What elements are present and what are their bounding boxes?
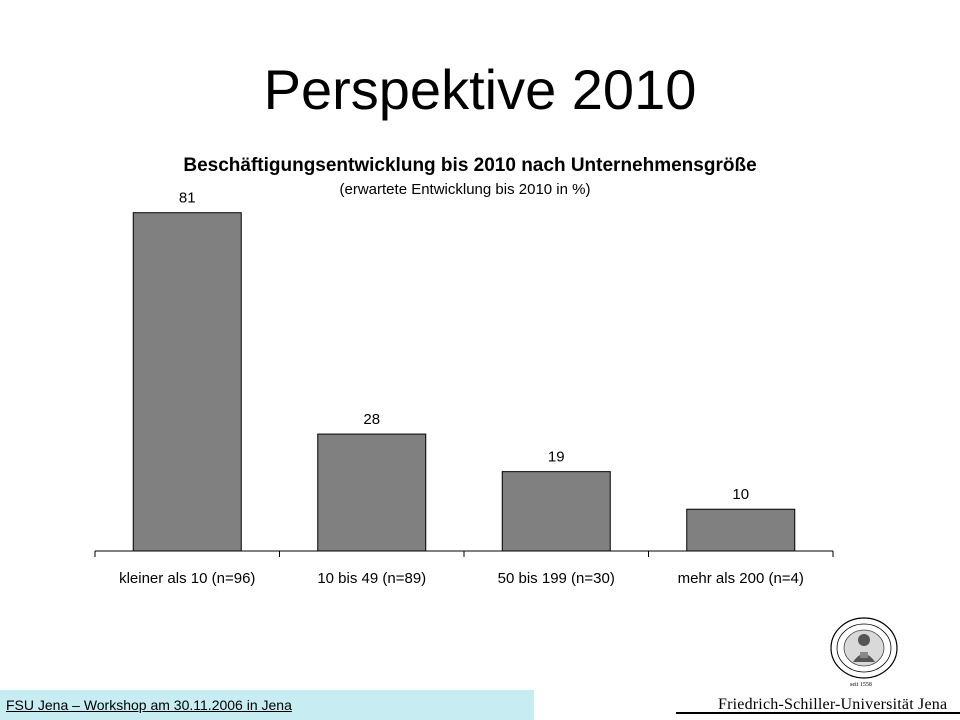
- data-label: 28: [363, 411, 380, 428]
- slide-title: Perspektive 2010: [263, 58, 697, 121]
- bar-chart: Beschäftigungsentwicklung bis 2010 nach …: [94, 155, 834, 587]
- bar: [317, 433, 427, 552]
- footer-link[interactable]: FSU Jena – Workshop am 30.11.2006 in Jen…: [6, 697, 292, 713]
- category-label: mehr als 200 (n=4): [678, 570, 804, 587]
- data-label: 19: [548, 449, 565, 466]
- bar: [132, 212, 242, 552]
- data-label: 81: [179, 190, 196, 207]
- bar: [686, 508, 796, 552]
- footer-rule: [676, 712, 960, 714]
- category-label: 50 bis 199 (n=30): [498, 570, 615, 587]
- chart-subtitle: (erwartete Entwicklung bis 2010 in %): [340, 181, 591, 198]
- university-name: Friedrich-Schiller-Universität Jena: [718, 696, 948, 713]
- bar: [501, 471, 611, 552]
- category-label: kleiner als 10 (n=96): [119, 570, 255, 587]
- chart-title: Beschäftigungsentwicklung bis 2010 nach …: [183, 155, 756, 176]
- footer-bar: FSU Jena – Workshop am 30.11.2006 in Jen…: [0, 690, 534, 720]
- seal-caption: seit 1558: [850, 682, 872, 688]
- university-seal-icon: [830, 617, 898, 679]
- category-label: 10 bis 49 (n=89): [317, 570, 426, 587]
- data-label: 10: [732, 486, 749, 503]
